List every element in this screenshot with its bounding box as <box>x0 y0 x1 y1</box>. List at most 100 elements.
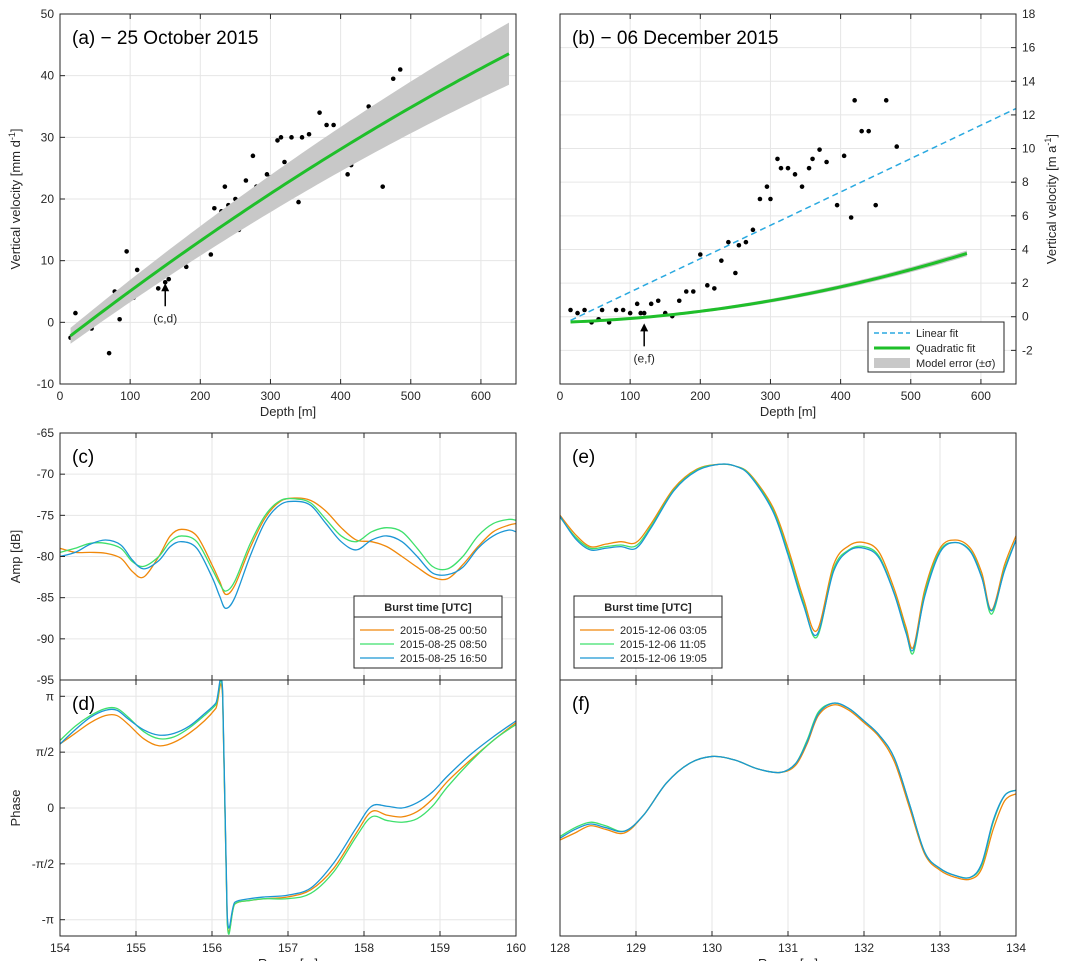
data-point <box>282 159 287 165</box>
plot-frame <box>559 13 1017 385</box>
y-tick-label: -π/2 <box>32 857 55 871</box>
legend-box <box>573 595 723 669</box>
data-point <box>757 196 763 202</box>
y2-tick-label: 0 <box>1022 310 1029 324</box>
panel-d: 154 155 156 157 158 159 160 -π -π/2 0 π/2 π Range [m… <box>8 679 526 961</box>
panel-title: (d) <box>72 694 95 715</box>
y2-axis-label-main: Vertical velocity [m a <box>1044 145 1059 264</box>
data-point <box>698 252 703 257</box>
x-tick-label: 200 <box>690 389 710 403</box>
y-axis-label-end: ] <box>8 129 23 133</box>
y2-tick-label: 10 <box>1022 142 1036 156</box>
y-tick-label: -65 <box>37 426 55 440</box>
data-point <box>568 307 573 313</box>
data-point <box>106 350 112 356</box>
data-point <box>736 242 742 248</box>
data-point <box>296 199 301 205</box>
y-axis-label-sup: -1 <box>7 132 17 140</box>
legend-entry: Linear fit <box>916 328 958 340</box>
data-point <box>883 98 889 103</box>
data-point <box>324 122 329 128</box>
data-point <box>810 156 815 162</box>
x-tick-label: 157 <box>278 941 298 955</box>
data-point <box>824 159 829 165</box>
x-tick-label: 154 <box>50 941 70 955</box>
series-group <box>60 497 516 610</box>
x-tick-label: 155 <box>126 941 146 955</box>
y2-tick-label: 2 <box>1022 276 1029 290</box>
series-group <box>60 680 516 935</box>
panel-e: (e) Burst time [UTC] 2015-12-06 03:05 2015-… <box>559 432 1017 681</box>
x-tick-label: 160 <box>506 941 526 955</box>
y2-tick-label: 14 <box>1022 74 1036 88</box>
series-group <box>560 702 1016 881</box>
data-point <box>575 310 580 316</box>
data-point <box>331 122 336 128</box>
x-tick-label: 500 <box>901 389 921 403</box>
legend-swatch-band <box>874 358 910 368</box>
data-point <box>683 289 689 294</box>
data-point <box>834 202 840 208</box>
data-point <box>792 172 798 177</box>
data-point <box>866 128 871 134</box>
panel-c: -95 -90 -85 -80 -75 -70 -65 Amp [dB] (c) Burst ti… <box>8 426 517 687</box>
annotation-arrowhead <box>640 323 649 332</box>
model-error-band <box>70 22 509 344</box>
data-point <box>894 144 900 149</box>
legend-entry: 2015-08-25 00:50 <box>400 625 487 637</box>
y-tick-label: -π <box>42 913 54 927</box>
panel-title: (c) <box>72 447 94 468</box>
panel-f: 128 129 130 131 132 133 134 Range [m] (f) <box>550 679 1026 961</box>
data-point <box>705 283 710 288</box>
x-tick-label: 100 <box>620 389 640 403</box>
x-axis-label: Depth [m] <box>760 404 816 419</box>
y2-axis-label-end: ] <box>1044 134 1059 138</box>
data-point <box>166 276 172 282</box>
panel-title: (e) <box>572 447 595 468</box>
data-point <box>726 239 731 245</box>
series-group <box>568 98 1016 325</box>
data-point <box>873 202 878 208</box>
data-point <box>155 286 161 291</box>
data-point <box>733 270 738 276</box>
data-point <box>778 165 784 171</box>
series-group <box>560 463 1016 655</box>
data-point <box>124 249 129 254</box>
x-tick-label: 158 <box>354 941 374 955</box>
quadratic-fit-line <box>570 251 968 324</box>
x-tick-label: 100 <box>120 389 140 403</box>
y2-tick-label: 4 <box>1022 242 1029 256</box>
x-tick-label: 600 <box>471 389 491 403</box>
data-point <box>676 298 682 304</box>
x-tick-label: 600 <box>971 389 991 403</box>
data-point <box>852 98 857 103</box>
panel-title: (b) − 06 December 2015 <box>572 28 778 49</box>
y-tick-label: π <box>46 689 54 703</box>
y-axis-label-main: Vertical velocity [mm d <box>8 140 23 269</box>
data-point <box>750 227 756 233</box>
y-axis-label: Phase <box>8 790 23 827</box>
data-point <box>599 307 605 313</box>
y-axis-label: Amp [dB] <box>8 530 23 583</box>
data-point <box>806 165 812 171</box>
x-tick-label: 400 <box>831 389 851 403</box>
panel-b: 0 100 200 300 400 500 600 -2 0 2 4 6 8 10 12 14 16 18 Dept… <box>557 7 1059 419</box>
data-point <box>278 135 284 140</box>
x-tick-label: 132 <box>854 941 874 955</box>
data-point <box>264 172 270 177</box>
y2-axis-label: Vertical velocity [m a-1] <box>1043 134 1059 264</box>
x-tick-label: 0 <box>557 389 564 403</box>
data-point <box>641 310 647 316</box>
data-point <box>638 310 643 316</box>
y-axis-label-main: Phase <box>8 790 23 827</box>
quadratic-fit-line <box>69 52 510 337</box>
y2-tick-label: 8 <box>1022 175 1029 189</box>
annotation-label: (c,d) <box>153 311 177 325</box>
data-point <box>380 184 386 189</box>
y-tick-label: 20 <box>41 192 55 206</box>
y-tick-label: 0 <box>47 801 54 815</box>
x-tick-label: 159 <box>430 941 450 955</box>
legend-entry: 2015-08-25 08:50 <box>400 639 487 651</box>
